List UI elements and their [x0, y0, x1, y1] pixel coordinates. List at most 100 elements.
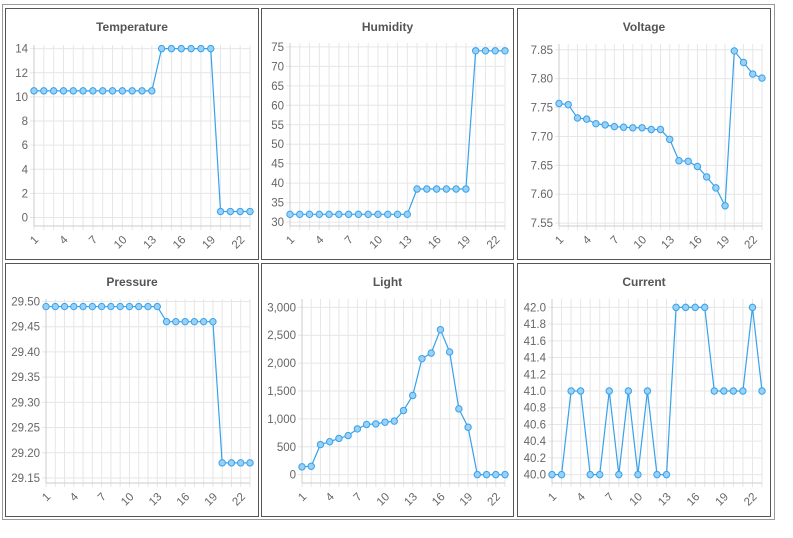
data-point[interactable]: [721, 202, 729, 210]
data-point[interactable]: [157, 44, 166, 53]
data-point[interactable]: [354, 210, 363, 219]
data-point[interactable]: [128, 87, 136, 95]
data-point[interactable]: [729, 387, 738, 395]
data-point[interactable]: [730, 47, 739, 55]
data-point[interactable]: [491, 47, 499, 55]
data-point[interactable]: [49, 87, 58, 95]
data-point[interactable]: [634, 470, 642, 479]
data-point[interactable]: [51, 302, 59, 311]
data-point[interactable]: [748, 303, 757, 312]
data-point[interactable]: [148, 87, 156, 95]
data-point[interactable]: [364, 210, 372, 219]
data-point[interactable]: [619, 123, 628, 131]
data-point[interactable]: [236, 207, 244, 216]
data-point[interactable]: [162, 317, 171, 326]
data-point[interactable]: [353, 425, 362, 433]
data-point[interactable]: [246, 207, 254, 216]
data-point[interactable]: [409, 391, 417, 400]
data-point[interactable]: [296, 210, 304, 219]
data-point[interactable]: [218, 459, 226, 467]
data-point[interactable]: [624, 387, 633, 395]
data-point[interactable]: [381, 418, 389, 426]
data-point[interactable]: [501, 47, 509, 55]
data-point[interactable]: [548, 470, 556, 479]
data-point[interactable]: [681, 303, 690, 312]
data-point[interactable]: [325, 438, 334, 446]
data-point[interactable]: [153, 302, 161, 311]
data-point[interactable]: [629, 124, 637, 132]
data-point[interactable]: [344, 431, 352, 440]
data-point[interactable]: [684, 157, 692, 165]
data-point[interactable]: [316, 440, 325, 449]
data-point[interactable]: [372, 420, 380, 428]
data-point[interactable]: [118, 87, 127, 95]
data-point[interactable]: [108, 87, 117, 95]
data-point[interactable]: [666, 135, 674, 144]
data-point[interactable]: [758, 74, 766, 82]
data-point[interactable]: [672, 303, 680, 312]
data-point[interactable]: [442, 185, 451, 193]
data-point[interactable]: [436, 325, 445, 334]
data-point[interactable]: [710, 387, 718, 395]
data-point[interactable]: [596, 470, 604, 479]
data-point[interactable]: [573, 114, 582, 122]
data-point[interactable]: [135, 302, 143, 311]
data-point[interactable]: [89, 87, 97, 95]
data-point[interactable]: [199, 317, 208, 326]
data-point[interactable]: [344, 210, 353, 219]
data-point[interactable]: [335, 210, 343, 219]
data-point[interactable]: [691, 303, 699, 312]
data-point[interactable]: [601, 121, 609, 129]
data-point[interactable]: [452, 185, 460, 193]
data-point[interactable]: [427, 349, 435, 357]
data-point[interactable]: [107, 302, 115, 311]
data-point[interactable]: [237, 459, 245, 467]
data-point[interactable]: [445, 348, 454, 356]
data-point[interactable]: [307, 462, 315, 470]
data-point[interactable]: [177, 44, 185, 53]
data-point[interactable]: [403, 210, 411, 219]
data-point[interactable]: [471, 47, 480, 55]
data-point[interactable]: [97, 302, 106, 311]
data-point[interactable]: [720, 387, 728, 395]
data-point[interactable]: [567, 387, 575, 395]
data-point[interactable]: [423, 185, 431, 193]
data-point[interactable]: [564, 100, 572, 109]
data-point[interactable]: [615, 470, 623, 479]
data-point[interactable]: [647, 125, 655, 134]
data-point[interactable]: [492, 470, 500, 479]
data-point[interactable]: [374, 210, 382, 219]
data-point[interactable]: [739, 387, 747, 395]
data-point[interactable]: [216, 207, 225, 216]
data-point[interactable]: [399, 406, 408, 415]
data-point[interactable]: [432, 185, 441, 193]
data-point[interactable]: [390, 417, 398, 425]
data-point[interactable]: [393, 210, 402, 219]
data-point[interactable]: [462, 185, 470, 193]
data-point[interactable]: [675, 157, 683, 165]
data-point[interactable]: [30, 87, 38, 95]
data-point[interactable]: [172, 317, 180, 326]
data-point[interactable]: [582, 115, 591, 123]
data-point[interactable]: [362, 420, 371, 429]
data-point[interactable]: [60, 302, 69, 311]
data-point[interactable]: [384, 210, 392, 219]
data-point[interactable]: [555, 99, 563, 108]
data-point[interactable]: [413, 185, 421, 193]
data-point[interactable]: [207, 44, 215, 53]
data-point[interactable]: [187, 44, 195, 53]
data-point[interactable]: [482, 470, 491, 479]
data-point[interactable]: [116, 302, 124, 311]
data-point[interactable]: [138, 87, 146, 95]
data-point[interactable]: [758, 387, 766, 395]
data-point[interactable]: [656, 125, 665, 134]
data-point[interactable]: [653, 470, 661, 479]
data-point[interactable]: [638, 124, 646, 132]
data-point[interactable]: [226, 207, 235, 216]
data-point[interactable]: [286, 210, 294, 219]
data-point[interactable]: [79, 302, 87, 311]
data-point[interactable]: [246, 459, 254, 467]
data-point[interactable]: [586, 470, 594, 479]
data-point[interactable]: [592, 120, 600, 128]
data-point[interactable]: [144, 302, 152, 311]
